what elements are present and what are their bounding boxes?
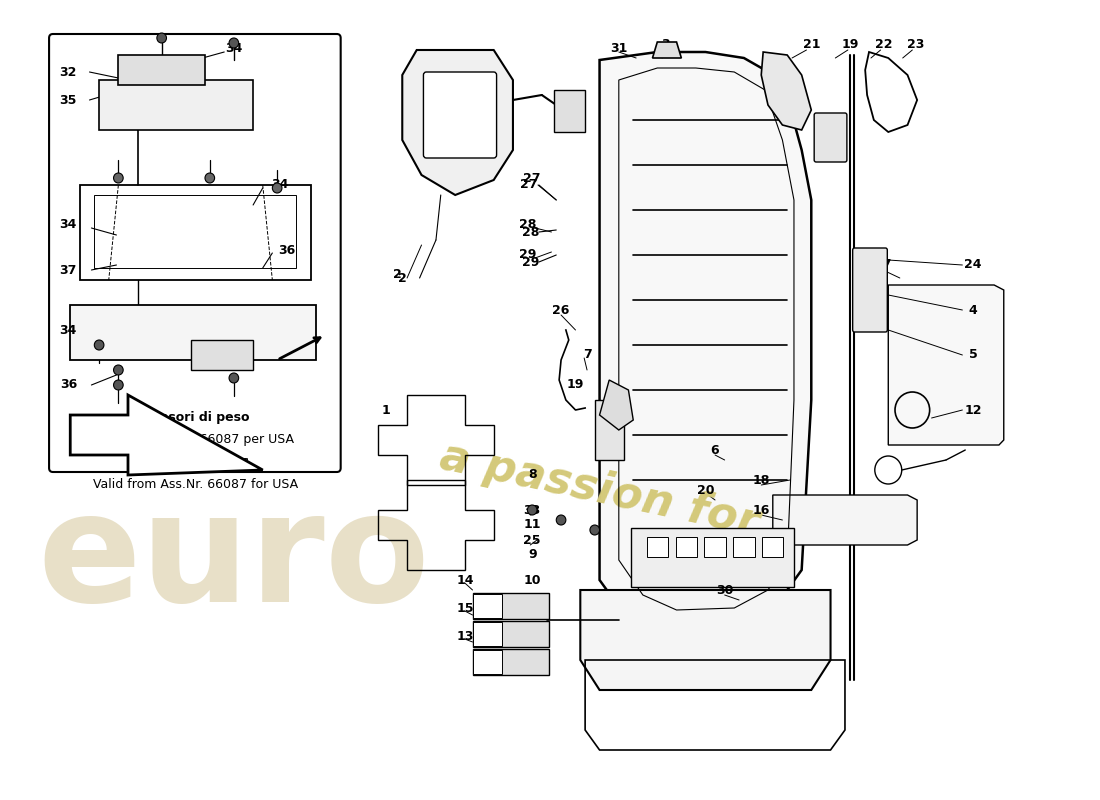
Text: 35: 35 xyxy=(59,94,77,106)
Text: 27: 27 xyxy=(524,171,541,185)
Circle shape xyxy=(205,173,214,183)
Polygon shape xyxy=(99,80,253,130)
Text: 32: 32 xyxy=(59,66,77,78)
FancyBboxPatch shape xyxy=(814,113,847,162)
Text: Sensori di peso: Sensori di peso xyxy=(142,411,249,425)
FancyBboxPatch shape xyxy=(424,72,496,158)
FancyBboxPatch shape xyxy=(852,248,888,332)
FancyBboxPatch shape xyxy=(473,593,549,619)
Polygon shape xyxy=(600,380,634,430)
Text: 34: 34 xyxy=(272,178,288,191)
Polygon shape xyxy=(70,305,316,360)
FancyBboxPatch shape xyxy=(762,537,783,557)
Text: 28: 28 xyxy=(521,226,539,238)
Text: 10: 10 xyxy=(524,574,541,586)
Text: 22: 22 xyxy=(874,38,892,51)
Text: 34: 34 xyxy=(59,218,77,231)
Text: Vale dall'Ass.Nr. 66087 per USA: Vale dall'Ass.Nr. 66087 per USA xyxy=(97,434,295,446)
FancyBboxPatch shape xyxy=(734,537,755,557)
FancyBboxPatch shape xyxy=(473,650,503,674)
Text: 19: 19 xyxy=(842,38,858,51)
FancyBboxPatch shape xyxy=(647,537,668,557)
Text: 37: 37 xyxy=(59,263,77,277)
Text: 2: 2 xyxy=(398,271,407,285)
Polygon shape xyxy=(595,400,624,460)
Text: 17: 17 xyxy=(874,258,892,271)
FancyBboxPatch shape xyxy=(704,537,726,557)
Text: 20: 20 xyxy=(696,483,714,497)
Text: 2: 2 xyxy=(393,269,402,282)
Circle shape xyxy=(590,525,600,535)
Circle shape xyxy=(273,183,282,193)
Text: 21: 21 xyxy=(803,38,820,51)
Text: 29: 29 xyxy=(521,255,539,269)
Text: 23: 23 xyxy=(906,38,924,51)
Polygon shape xyxy=(119,55,205,85)
Text: 27: 27 xyxy=(519,178,537,191)
Text: 11: 11 xyxy=(524,518,541,531)
Circle shape xyxy=(113,173,123,183)
Text: 34: 34 xyxy=(226,42,242,54)
Text: 12: 12 xyxy=(965,403,981,417)
Text: 26: 26 xyxy=(552,303,570,317)
FancyBboxPatch shape xyxy=(473,649,549,675)
FancyBboxPatch shape xyxy=(473,621,549,647)
Text: 1: 1 xyxy=(382,403,390,417)
Text: 13: 13 xyxy=(456,630,473,642)
Text: 33: 33 xyxy=(524,503,541,517)
Text: 7: 7 xyxy=(583,349,592,362)
Text: 8: 8 xyxy=(528,469,537,482)
Polygon shape xyxy=(889,285,1004,445)
Circle shape xyxy=(527,505,537,515)
Polygon shape xyxy=(652,42,681,58)
Text: 6: 6 xyxy=(711,443,719,457)
Polygon shape xyxy=(600,52,812,640)
Circle shape xyxy=(229,373,239,383)
Text: 16: 16 xyxy=(752,503,770,517)
Text: 28: 28 xyxy=(519,218,536,231)
Text: 30: 30 xyxy=(716,583,734,597)
Polygon shape xyxy=(70,395,263,475)
Text: 24: 24 xyxy=(965,258,981,271)
Polygon shape xyxy=(403,50,513,195)
Text: 19: 19 xyxy=(566,378,584,391)
Text: 25: 25 xyxy=(524,534,541,546)
FancyBboxPatch shape xyxy=(631,528,794,587)
Text: 29: 29 xyxy=(519,249,536,262)
FancyBboxPatch shape xyxy=(473,622,503,646)
FancyBboxPatch shape xyxy=(50,34,341,472)
Circle shape xyxy=(229,38,239,48)
Text: 3: 3 xyxy=(661,38,669,51)
Text: 5: 5 xyxy=(969,349,977,362)
FancyBboxPatch shape xyxy=(473,594,503,618)
Polygon shape xyxy=(581,590,830,690)
Circle shape xyxy=(113,380,123,390)
Polygon shape xyxy=(761,52,812,130)
Polygon shape xyxy=(190,340,253,370)
Text: 15: 15 xyxy=(456,602,474,614)
Circle shape xyxy=(113,365,123,375)
Polygon shape xyxy=(773,495,917,545)
FancyBboxPatch shape xyxy=(675,537,696,557)
Text: 4: 4 xyxy=(969,303,977,317)
Text: 36: 36 xyxy=(278,243,296,257)
Text: a passion for: a passion for xyxy=(436,435,763,545)
Circle shape xyxy=(95,340,103,350)
Circle shape xyxy=(157,33,166,43)
Text: 18: 18 xyxy=(752,474,770,486)
Circle shape xyxy=(557,515,565,525)
Text: 31: 31 xyxy=(610,42,627,54)
Text: euro: euro xyxy=(37,486,430,634)
Text: Weight sensors: Weight sensors xyxy=(142,455,250,469)
FancyBboxPatch shape xyxy=(554,90,585,132)
Text: Valid from Ass.Nr. 66087 for USA: Valid from Ass.Nr. 66087 for USA xyxy=(92,478,298,490)
Text: 34: 34 xyxy=(59,323,77,337)
Text: 9: 9 xyxy=(528,549,537,562)
Text: 14: 14 xyxy=(456,574,474,586)
Text: 36: 36 xyxy=(59,378,77,391)
